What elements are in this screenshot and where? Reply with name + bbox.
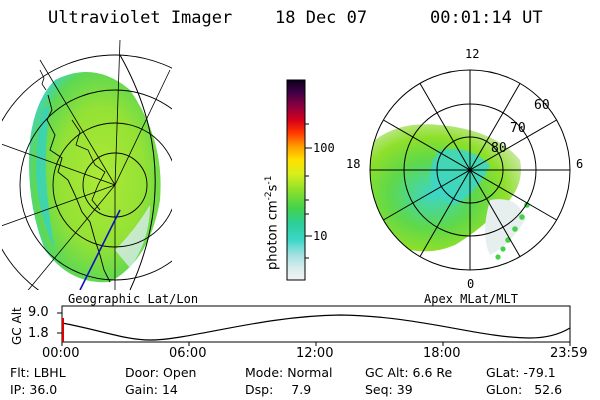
altitude-plot-frame — [61, 305, 571, 343]
time-tick-1200: 12:00 — [296, 346, 334, 361]
param-key: IP: — [10, 382, 26, 397]
time-tick-0000: 00:00 — [42, 346, 80, 361]
instrument-title: Ultraviolet Imager — [48, 8, 233, 28]
earth-limb — [119, 54, 156, 291]
mlt-label-0: 0 — [467, 277, 475, 291]
mlat-label-80: 80 — [491, 141, 507, 156]
param-value: 7.9 — [291, 382, 312, 397]
param-glat: GLat: -79.1 — [486, 365, 556, 380]
altitude-curve — [61, 314, 571, 341]
param-value: -79.1 — [523, 365, 556, 380]
colorbar-units-exp1: -2 — [264, 191, 274, 201]
param-glon: GLon: 52.6 — [486, 382, 562, 397]
colorbar-units-exp2: -1 — [264, 175, 274, 185]
param-key: Dsp: — [245, 382, 274, 397]
param-seq: Seq: 39 — [365, 382, 413, 397]
mlat-label-60: 60 — [534, 98, 550, 113]
observation-time: 00:01:14 UT — [430, 8, 543, 28]
param-key: Flt: — [10, 365, 30, 380]
param-key: GLat: — [486, 365, 520, 380]
param-key: Seq: — [365, 382, 393, 397]
param-value: 36.0 — [29, 382, 58, 397]
altitude-ylabel: GC Alt — [10, 307, 24, 345]
time-tick-2359: 23:59 — [550, 346, 588, 361]
observation-date: 18 Dec 07 — [275, 8, 368, 28]
time-tick-0600: 06:00 — [169, 346, 207, 361]
param-mode: Mode: Normal — [245, 365, 333, 380]
param-key: Door: — [125, 365, 160, 380]
param-key: Gain: — [125, 382, 158, 397]
mlt-label-18: 18 — [346, 157, 361, 171]
colorbar-tick-100: 100 — [313, 141, 335, 155]
time-tick-1800: 18:00 — [423, 346, 461, 361]
param-gc-alt: GC Alt: 6.6 Re — [365, 365, 452, 380]
param-filter: Flt: LBHL — [10, 365, 66, 380]
param-value: 6.6 Re — [412, 365, 453, 380]
mlt-label-12: 12 — [465, 47, 480, 61]
right-panel-caption: Apex MLat/MLT — [424, 292, 518, 306]
param-key: Mode: — [245, 365, 284, 380]
param-value: Open — [163, 365, 197, 380]
altitude-ytick-min: 1.8 — [28, 326, 49, 341]
colorbar — [287, 80, 305, 280]
param-value: 14 — [161, 382, 178, 397]
mlt-label-6: 6 — [576, 157, 584, 171]
param-key: GLon: — [486, 382, 523, 397]
param-gain: Gain: 14 — [125, 382, 178, 397]
colorbar-units-mid: s — [265, 184, 281, 192]
param-key: GC Alt: — [365, 365, 409, 380]
param-value: Normal — [287, 365, 333, 380]
left-panel-caption: Geographic Lat/Lon — [68, 292, 199, 306]
mlat-label-70: 70 — [510, 121, 526, 136]
colorbar-units-main: photon cm — [265, 200, 281, 270]
param-value: 39 — [396, 382, 413, 397]
param-door: Door: Open — [125, 365, 196, 380]
param-ip: IP: 36.0 — [10, 382, 57, 397]
altitude-ytick-max: 9.0 — [28, 305, 49, 320]
param-dsp: Dsp: 7.9 — [245, 382, 311, 397]
param-value: 52.6 — [534, 382, 563, 397]
colorbar-tick-10: 10 — [313, 229, 328, 243]
colorbar-units: photon cm-2s-1 — [264, 176, 280, 270]
param-value: LBHL — [33, 365, 66, 380]
geographic-image — [2, 40, 172, 290]
